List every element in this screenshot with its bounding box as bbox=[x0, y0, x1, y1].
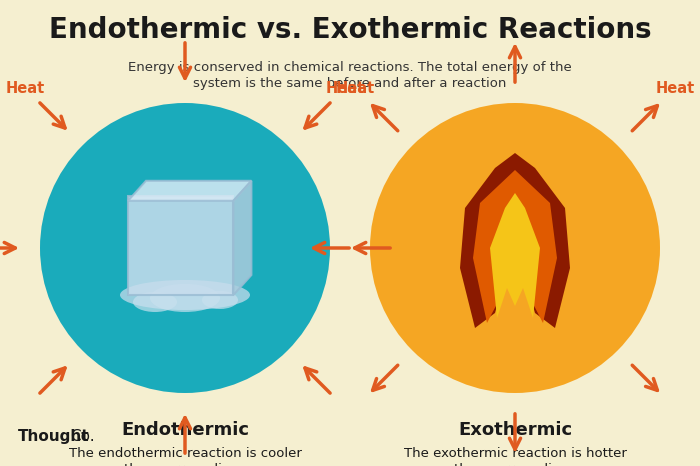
Text: The endothermic reaction is cooler: The endothermic reaction is cooler bbox=[69, 447, 302, 460]
Polygon shape bbox=[460, 153, 570, 328]
Text: system is the same before and after a reaction: system is the same before and after a re… bbox=[193, 77, 507, 90]
Ellipse shape bbox=[133, 292, 177, 312]
Ellipse shape bbox=[202, 291, 238, 309]
Polygon shape bbox=[490, 193, 540, 318]
Text: Heat: Heat bbox=[326, 81, 365, 96]
Polygon shape bbox=[473, 170, 557, 323]
Ellipse shape bbox=[120, 280, 250, 310]
Circle shape bbox=[370, 103, 660, 393]
Text: than surroundings: than surroundings bbox=[454, 463, 576, 466]
Text: than surroundings: than surroundings bbox=[124, 463, 246, 466]
Polygon shape bbox=[128, 181, 251, 201]
Text: Thought: Thought bbox=[18, 429, 90, 444]
Text: Energy is conserved in chemical reactions. The total energy of the: Energy is conserved in chemical reaction… bbox=[128, 62, 572, 75]
Text: Heat: Heat bbox=[655, 81, 694, 96]
Text: Heat: Heat bbox=[6, 81, 45, 96]
Polygon shape bbox=[233, 181, 251, 295]
Text: Exothermic: Exothermic bbox=[458, 421, 572, 439]
Ellipse shape bbox=[150, 284, 220, 312]
Text: Endothermic vs. Exothermic Reactions: Endothermic vs. Exothermic Reactions bbox=[49, 16, 651, 44]
Circle shape bbox=[40, 103, 330, 393]
Text: Heat: Heat bbox=[335, 81, 375, 96]
FancyBboxPatch shape bbox=[128, 196, 233, 295]
Text: Endothermic: Endothermic bbox=[121, 421, 249, 439]
Text: The exothermic reaction is hotter: The exothermic reaction is hotter bbox=[404, 447, 626, 460]
Text: Co.: Co. bbox=[70, 429, 94, 444]
